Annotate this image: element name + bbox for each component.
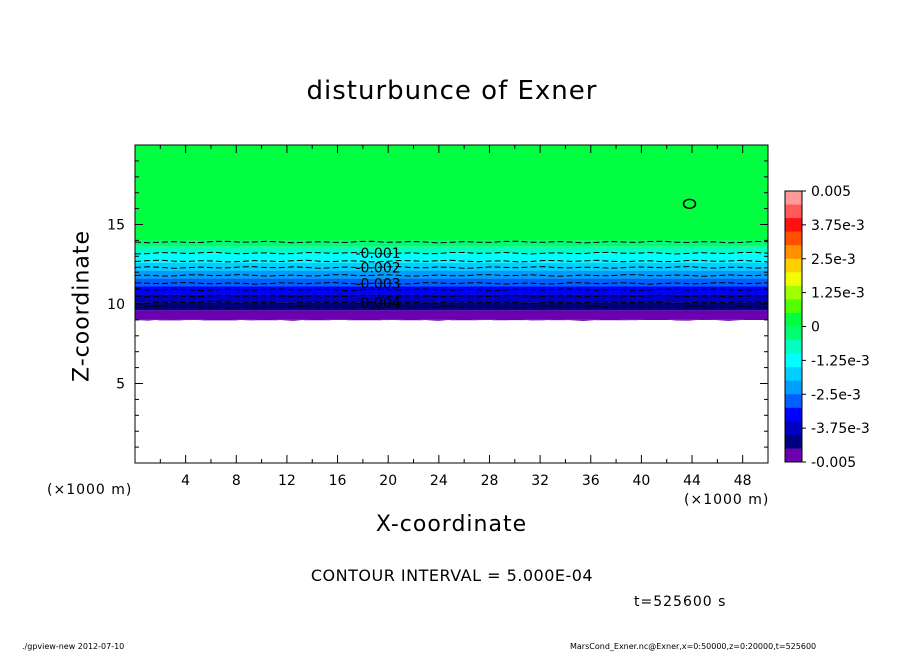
contour-band <box>135 253 768 263</box>
x-tick-label: 8 <box>232 473 241 489</box>
contour-label: -0.003 <box>356 276 401 292</box>
filled-contour-bands <box>135 145 768 322</box>
colorbar-swatch <box>785 394 802 409</box>
contour-line <box>134 251 769 255</box>
closed-contour <box>682 198 697 210</box>
colorbar-tick-label: -2.5e-3 <box>811 387 861 403</box>
contour-band <box>135 270 768 279</box>
colorbar-swatch <box>785 340 802 354</box>
contour-band <box>135 278 768 287</box>
contour-interval-text: CONTOUR INTERVAL = 5.000E-04 <box>310 566 594 585</box>
x-tick-label: 16 <box>329 473 347 489</box>
colorbar-tick-label: -1.25e-3 <box>811 353 870 369</box>
x-tick-label: 44 <box>683 473 701 489</box>
x-unit-right: (×1000 m) <box>684 492 770 508</box>
x-tick-label: 24 <box>430 473 448 489</box>
x-tick-label: 40 <box>632 473 650 489</box>
contour-band <box>135 262 768 271</box>
y-tick-label: 15 <box>107 218 125 234</box>
colorbar-tick-label: -3.75e-3 <box>811 421 870 437</box>
x-tick-label: 28 <box>481 473 499 489</box>
colorbar-swatch <box>785 407 802 422</box>
x-tick-label: 36 <box>582 473 600 489</box>
colorbar-swatch <box>785 218 802 232</box>
y-ticks: 5 10 15 <box>107 160 768 448</box>
x-tick-label: 48 <box>734 473 752 489</box>
y-tick-label: 5 <box>116 377 125 393</box>
colorbar-swatch <box>785 191 802 205</box>
contour-band-edge <box>135 318 768 322</box>
colorbar-swatch <box>785 258 802 273</box>
chart-title: disturbunce of Exner <box>306 76 598 106</box>
colorbar-swatch <box>785 326 802 341</box>
colorbar-tick-label: 3.75e-3 <box>811 218 865 234</box>
contour-band <box>135 240 768 247</box>
time-label: t=525600 s <box>634 594 727 610</box>
contour-labels: -0.001-0.002-0.003 -0.004 <box>356 246 401 311</box>
contour-line <box>134 274 769 277</box>
colorbar-tick-label: 0.005 <box>811 184 851 200</box>
contour-band <box>135 294 768 303</box>
contour-line <box>134 240 769 244</box>
contour-line <box>134 301 769 304</box>
x-tick-label: 20 <box>379 473 397 489</box>
x-tick-label: 4 <box>181 473 190 489</box>
colorbar-swatch <box>785 312 802 327</box>
colorbar-swatch <box>785 353 802 368</box>
footer-left: ./gpview-new 2012-07-10 <box>22 642 125 651</box>
colorbar-tick-label: -0.005 <box>811 455 856 471</box>
colorbar-swatch <box>785 448 802 463</box>
colorbar-swatch <box>785 204 802 219</box>
colorbar-tick-label: 2.5e-3 <box>811 252 856 268</box>
footer-right: MarsCond_Exner.nc@Exner,x=0:50000,z=0:20… <box>570 642 817 651</box>
colorbar-swatch <box>785 299 802 314</box>
colorbar-tick-label: 1.25e-3 <box>811 286 865 302</box>
colorbar-swatch <box>785 245 802 260</box>
x-tick-label: 32 <box>531 473 549 489</box>
colorbar-tick-label: 0 <box>811 320 820 336</box>
x-unit-left: (×1000 m) <box>47 482 133 498</box>
y-axis-label: Z-coordinate <box>69 230 95 382</box>
x-ticks: 4 8 12 16 20 24 28 32 36 40 44 48 <box>159 145 752 489</box>
y-tick-label: 10 <box>107 297 125 313</box>
colorbar-swatch <box>785 434 802 449</box>
x-tick-label: 12 <box>278 473 296 489</box>
contour-line <box>134 259 769 263</box>
contour-band <box>135 145 768 241</box>
contour-label: -0.001 <box>356 246 401 262</box>
contour-label: -0.004 <box>356 295 401 311</box>
contour-line <box>134 305 769 309</box>
contour-lines <box>134 198 769 309</box>
colorbar-swatch <box>785 421 802 436</box>
colorbar: 0.005 3.75e-3 2.5e-3 1.25e-3 0 -1.25e-3 -2.5e-… <box>784 184 870 471</box>
contour-line <box>134 281 769 285</box>
colorbar-swatch <box>785 272 802 287</box>
x-axis-label: X-coordinate <box>375 512 528 537</box>
contour-line <box>134 288 769 292</box>
colorbar-swatch <box>785 285 802 300</box>
contour-band <box>135 310 768 320</box>
contour-band <box>135 246 768 254</box>
colorbar-swatch <box>785 367 802 381</box>
contour-line <box>134 266 769 269</box>
colorbar-swatch <box>785 380 802 395</box>
colorbar-swatch <box>785 231 802 246</box>
contour-line <box>134 294 769 298</box>
contour-label: -0.002 <box>356 260 401 276</box>
